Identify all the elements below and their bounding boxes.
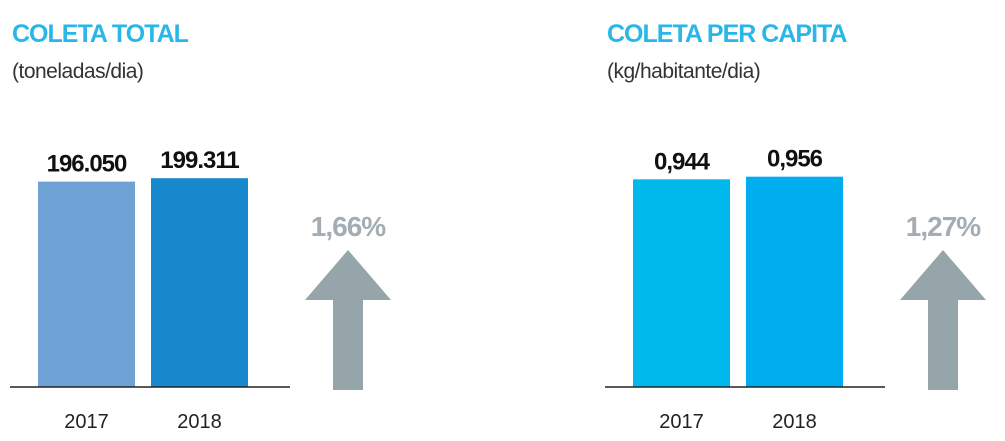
annotation: 1,66% bbox=[311, 211, 386, 242]
chart-title: COLETA PER CAPITA bbox=[607, 20, 847, 48]
chart-title: COLETA TOTAL bbox=[12, 20, 189, 48]
annotation: 1,27% bbox=[906, 211, 981, 242]
x-tick-label: 2017 bbox=[659, 411, 704, 433]
arrow bbox=[305, 250, 391, 390]
value-label: 196.050 bbox=[47, 151, 127, 178]
arrow bbox=[900, 250, 986, 390]
bar bbox=[151, 178, 248, 387]
x-tick-label: 2018 bbox=[177, 411, 222, 433]
chart-subtitle: (kg/habitante/dia) bbox=[607, 60, 760, 83]
bar bbox=[38, 181, 135, 387]
bar bbox=[746, 176, 843, 387]
x-tick-label: 2018 bbox=[772, 411, 817, 433]
value-label: 199.311 bbox=[160, 147, 239, 174]
value-label: 0,956 bbox=[767, 146, 823, 173]
x-tick-label: 2017 bbox=[64, 411, 109, 433]
value-label: 0,944 bbox=[654, 148, 711, 175]
bar bbox=[633, 179, 730, 387]
chart-subtitle: (toneladas/dia) bbox=[12, 60, 143, 83]
